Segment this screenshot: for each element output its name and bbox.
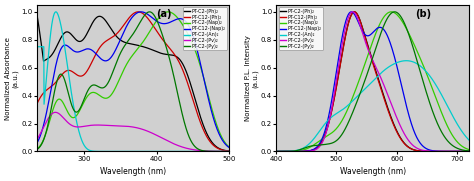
Legend: PT-C2-(Ph)₂, PT-C12-(Ph)₂, PT-C2-(Nap)₂, PT-C12-(Nap)₂, PT-C2-(An)₂, PT-C2-(Pv)₂: PT-C2-(Ph)₂, PT-C12-(Ph)₂, PT-C2-(Nap)₂,… bbox=[183, 7, 227, 50]
Y-axis label: Normalized P.L. Intensity
(a.u.): Normalized P.L. Intensity (a.u.) bbox=[245, 35, 258, 121]
Text: (a): (a) bbox=[156, 9, 172, 19]
Legend: PT-C2-(Ph)₂, PT-C12-(Ph)₂, PT-C2-(Nap)₂, PT-C12-(Nap)₂, PT-C2-(An)₂, PT-C2-(Pv)₂: PT-C2-(Ph)₂, PT-C12-(Ph)₂, PT-C2-(Nap)₂,… bbox=[279, 7, 323, 50]
X-axis label: Wavelength (nm): Wavelength (nm) bbox=[100, 167, 166, 176]
Y-axis label: Normalized Absorbance
(a.u.): Normalized Absorbance (a.u.) bbox=[5, 37, 18, 120]
Text: (b): (b) bbox=[415, 9, 431, 19]
X-axis label: Wavelength (nm): Wavelength (nm) bbox=[339, 167, 406, 176]
